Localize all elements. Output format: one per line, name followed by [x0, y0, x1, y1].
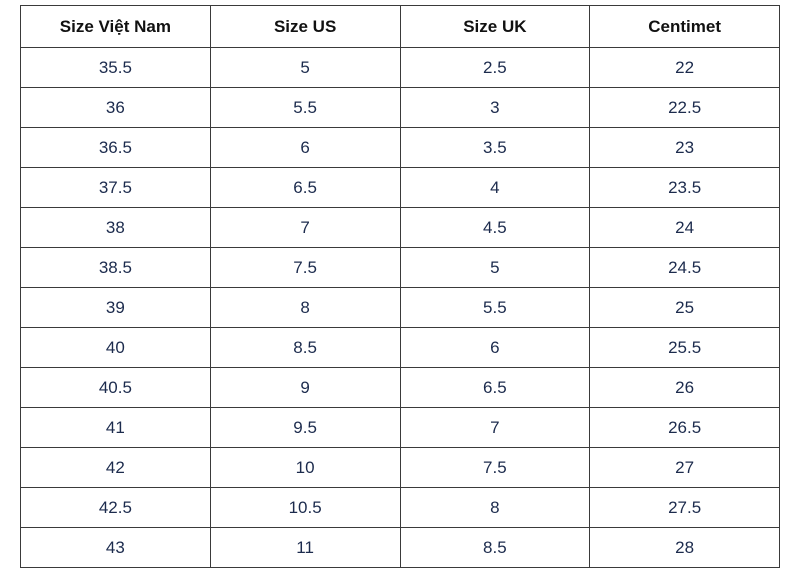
table-cell: 40	[20, 327, 211, 368]
table-cell: 8	[399, 487, 591, 528]
table-cell: 37.5	[20, 167, 211, 208]
table-cell: 10.5	[209, 487, 401, 528]
table-cell: 9	[209, 367, 401, 408]
header-cell: Size Việt Nam	[20, 5, 211, 48]
table-cell: 42.5	[20, 487, 211, 528]
table-cell: 2.5	[399, 47, 591, 88]
table-cell: 24.5	[589, 247, 780, 288]
table-cell: 43	[20, 527, 211, 568]
table-cell: 23	[589, 127, 780, 168]
table-cell: 36	[20, 87, 211, 128]
table-cell: 39	[20, 287, 211, 328]
table-cell: 8	[209, 287, 401, 328]
table-cell: 22	[589, 47, 780, 88]
table-row: 36.5 6 3.5 23	[20, 127, 780, 168]
header-cell: Size US	[209, 5, 401, 48]
table-cell: 23.5	[589, 167, 780, 208]
table-cell: 6	[399, 327, 591, 368]
table-row: 38.5 7.5 5 24.5	[20, 247, 780, 288]
table-row: 39 8 5.5 25	[20, 287, 780, 328]
table-cell: 9.5	[209, 407, 401, 448]
table-cell: 3.5	[399, 127, 591, 168]
table-cell: 5.5	[399, 287, 591, 328]
table-cell: 40.5	[20, 367, 211, 408]
table-cell: 7.5	[399, 447, 591, 488]
size-table: Size Việt Nam Size US Size UK Centimet 35.5…	[20, 5, 780, 568]
table-cell: 36.5	[20, 127, 211, 168]
table-cell: 4	[399, 167, 591, 208]
table-cell: 38.5	[20, 247, 211, 288]
table-cell: 27.5	[589, 487, 780, 528]
table-cell: 8.5	[209, 327, 401, 368]
table-cell: 42	[20, 447, 211, 488]
table-cell: 26	[589, 367, 780, 408]
table-row: 38 7 4.5 24	[20, 207, 780, 248]
table-body: 35.5 5 2.5 22 36 5.5 3 22.5 36.5 6 3.5 23 37.5 6.5 4 23…	[20, 47, 780, 568]
table-row: 41 9.5 7 26.5	[20, 407, 780, 448]
table-cell: 3	[399, 87, 591, 128]
table-cell: 27	[589, 447, 780, 488]
table-cell: 41	[20, 407, 211, 448]
table-row: 40.5 9 6.5 26	[20, 367, 780, 408]
table-cell: 7	[209, 207, 401, 248]
table-cell: 8.5	[399, 527, 591, 568]
table-row: 35.5 5 2.5 22	[20, 47, 780, 88]
table-row: 40 8.5 6 25.5	[20, 327, 780, 368]
table-cell: 5	[399, 247, 591, 288]
table-row: 42 10 7.5 27	[20, 447, 780, 488]
table-cell: 38	[20, 207, 211, 248]
table-cell: 25	[589, 287, 780, 328]
table-row: 37.5 6.5 4 23.5	[20, 167, 780, 208]
table-cell: 24	[589, 207, 780, 248]
table-cell: 6.5	[209, 167, 401, 208]
table-row: 42.5 10.5 8 27.5	[20, 487, 780, 528]
table-cell: 6.5	[399, 367, 591, 408]
table-cell: 28	[589, 527, 780, 568]
table-cell: 4.5	[399, 207, 591, 248]
table-header: Size Việt Nam Size US Size UK Centimet	[20, 5, 780, 48]
table-cell: 5	[209, 47, 401, 88]
table-cell: 7.5	[209, 247, 401, 288]
table-cell: 7	[399, 407, 591, 448]
table-row: 43 11 8.5 28	[20, 527, 780, 568]
header-cell: Centimet	[589, 5, 780, 48]
table-cell: 6	[209, 127, 401, 168]
table-cell: 10	[209, 447, 401, 488]
header-row: Size Việt Nam Size US Size UK Centimet	[20, 5, 780, 48]
table-cell: 35.5	[20, 47, 211, 88]
table-cell: 26.5	[589, 407, 780, 448]
table-cell: 5.5	[209, 87, 401, 128]
header-cell: Size UK	[399, 5, 591, 48]
table-row: 36 5.5 3 22.5	[20, 87, 780, 128]
table-cell: 25.5	[589, 327, 780, 368]
table-cell: 22.5	[589, 87, 780, 128]
table-cell: 11	[209, 527, 401, 568]
